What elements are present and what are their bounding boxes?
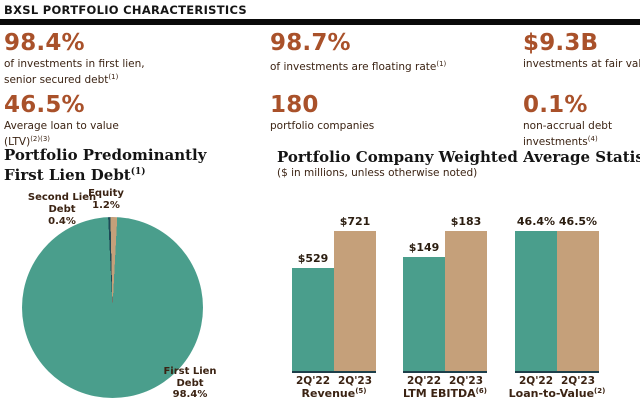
- bar-category-label: 2Q'22: [518, 375, 554, 387]
- bar-group-label: LTM EBITDA(6): [403, 387, 487, 400]
- bar-revenue-prior: [292, 268, 334, 371]
- bar-axis-line: [515, 371, 599, 373]
- stat-label: of investments in first lien, senior sec…: [4, 58, 145, 86]
- bar-value-label: $183: [450, 215, 482, 228]
- bar-value-label: 46.5%: [558, 215, 598, 228]
- stat-label: non-accrual debt investments(4): [523, 120, 613, 148]
- bar-group-label: Loan-to-Value(2): [508, 387, 606, 400]
- stat-value: $9.3B: [523, 30, 599, 56]
- stat-floating-rate-pct: 98.7% of investments are floating rate(1…: [270, 30, 520, 74]
- stat-value: 0.1%: [523, 92, 588, 118]
- pie-label-first-lien: First Lien Debt 98.4%: [163, 366, 217, 400]
- footnote-ref: (6): [475, 387, 487, 395]
- bar-value-label: $149: [408, 241, 440, 254]
- bar-ltm-ebitda-current: [445, 231, 487, 371]
- stat-value: 98.4%: [4, 30, 85, 56]
- stat-fair-value: $9.3B investments at fair value: [523, 30, 640, 71]
- bar-category-label: 2Q'22: [406, 375, 442, 387]
- stat-value: 180: [270, 92, 319, 118]
- bar-category-label: 2Q'22: [295, 375, 331, 387]
- bar-axis-line: [292, 371, 376, 373]
- stat-label: of investments are floating rate(1): [270, 60, 447, 73]
- bar-chart-subtitle: ($ in millions, unless otherwise noted): [277, 167, 478, 179]
- page-title: BXSL PORTFOLIO CHARACTERISTICS: [4, 3, 247, 17]
- footnote-ref: (5): [355, 387, 367, 395]
- footnote-ref: (1): [108, 73, 119, 81]
- stat-ltv: 46.5% Average loan to value (LTV)(2)(3): [4, 92, 254, 149]
- bar-loan-to-value-current: [557, 231, 599, 371]
- stat-label: investments at fair value: [523, 58, 640, 70]
- stat-non-accrual: 0.1% non-accrual debt investments(4): [523, 92, 640, 149]
- stat-portfolio-companies: 180 portfolio companies: [270, 92, 520, 133]
- bar-axis-line: [403, 371, 487, 373]
- bar-category-label: 2Q'23: [560, 375, 596, 387]
- pie-label-second-lien: Second Lien Debt 0.4%: [27, 192, 97, 227]
- header-rule: [0, 19, 640, 25]
- footnote-ref: (2)(3): [30, 135, 51, 143]
- bar-ltm-ebitda-prior: [403, 257, 445, 371]
- bar-value-label: 46.4%: [516, 215, 556, 228]
- footnote-ref: (1): [436, 60, 447, 68]
- bar-chart-title: Portfolio Company Weighted Average Stati…: [277, 148, 640, 166]
- bar-value-label: $529: [297, 252, 329, 265]
- bar-revenue-current: [334, 231, 376, 371]
- pie-label-equity: Equity 1.2%: [88, 188, 124, 211]
- stat-label: Average loan to value (LTV)(2)(3): [4, 120, 119, 148]
- bar-category-label: 2Q'23: [448, 375, 484, 387]
- footnote-ref: (4): [587, 135, 598, 143]
- footnote-ref: (2): [594, 387, 606, 395]
- stat-label: portfolio companies: [270, 120, 375, 132]
- stat-value: 98.7%: [270, 30, 351, 56]
- bar-value-label: $721: [339, 215, 371, 228]
- stat-first-lien-pct: 98.4% of investments in first lien, seni…: [4, 30, 254, 87]
- pie-chart-title: Portfolio Predominantly First Lien Debt(…: [4, 146, 207, 184]
- bar-group-label: Revenue(5): [301, 387, 367, 400]
- pie-chart: [22, 217, 203, 398]
- stat-value: 46.5%: [4, 92, 85, 118]
- bar-loan-to-value-prior: [515, 231, 557, 371]
- bar-category-label: 2Q'23: [337, 375, 373, 387]
- footnote-ref: (1): [130, 167, 146, 177]
